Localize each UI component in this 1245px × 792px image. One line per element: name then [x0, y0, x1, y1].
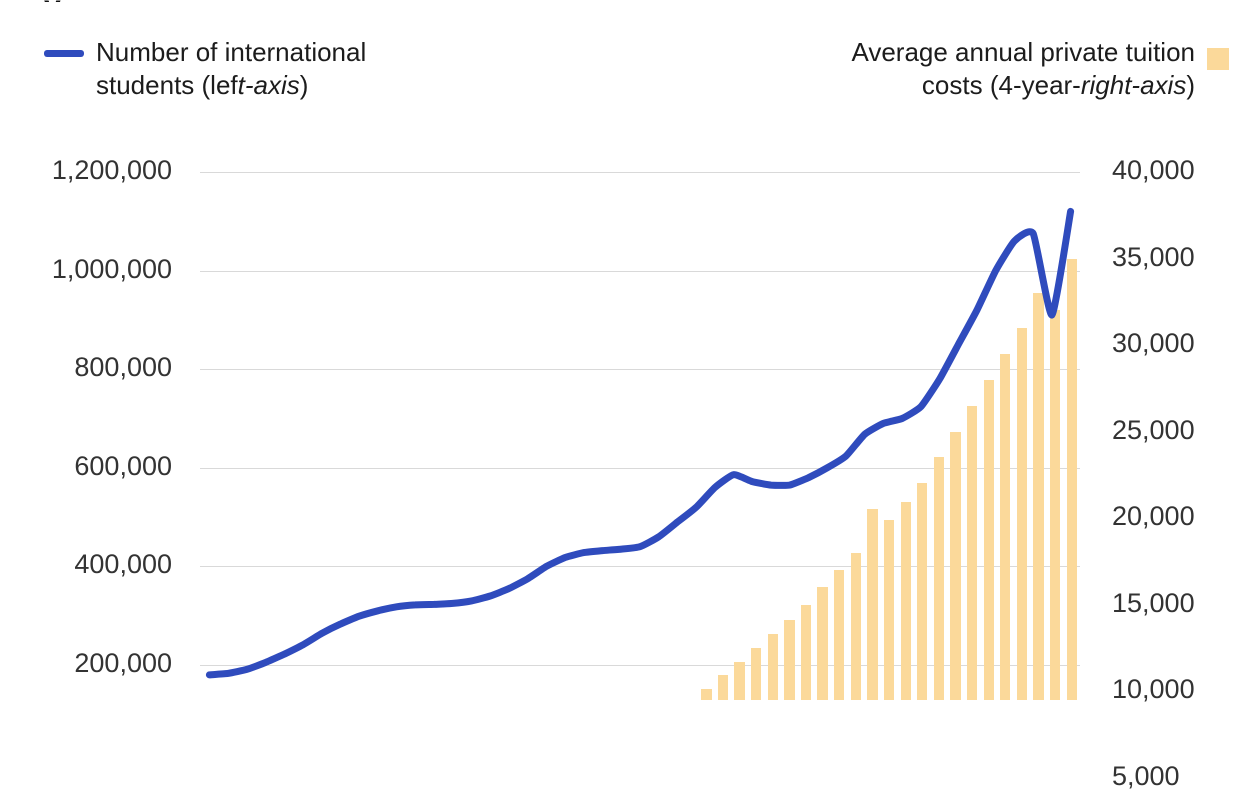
gridline	[200, 566, 1080, 568]
right-axis-tick-label: 20,000	[1112, 501, 1195, 531]
bar	[1000, 353, 1011, 700]
bar	[1033, 293, 1044, 700]
bar	[1066, 258, 1077, 700]
bar	[900, 502, 911, 700]
right-axis-tick-label: 40,000	[1112, 155, 1195, 185]
line-legend-swatch	[44, 50, 84, 57]
bar	[1016, 327, 1028, 700]
left-axis-tick-label: 1,200,000	[51, 155, 172, 185]
legend-bar-label-row1: Average annual private tuition	[851, 37, 1195, 67]
bar	[850, 552, 861, 700]
gridline	[200, 172, 1080, 173]
legend-item-line: Number of international students (left-a…	[44, 36, 366, 102]
bar	[834, 569, 845, 700]
legend-bar-label-row2-tail: )	[1186, 70, 1195, 100]
bar	[1049, 310, 1061, 700]
right-axis-tick-label: 30,000	[1112, 328, 1195, 358]
legend-bar-label-row2: costs (4-year-right-axis)	[851, 69, 1195, 102]
line-path	[205, 207, 1075, 679]
legend-line-label-row2: students (left-axis)	[96, 69, 366, 102]
bar	[767, 633, 778, 700]
line-series	[200, 172, 1080, 700]
bar	[751, 647, 762, 700]
chart-legend: Number of international students (left-a…	[0, 0, 1245, 120]
bar	[883, 519, 895, 700]
bar	[950, 431, 961, 700]
legend-item-bar: Average annual private tuition costs (4-…	[851, 36, 1229, 102]
legend-bar-label-row2-italic: right-axis	[1080, 70, 1187, 100]
page-title: y	[44, 0, 61, 2]
bar-series	[200, 172, 1080, 700]
legend-bar-label-row2-plain: costs (4-year-	[921, 70, 1081, 100]
right-axis-tick-label: 25,000	[1112, 414, 1195, 445]
gridline	[200, 665, 1080, 666]
right-axis: 40,000 35,000 30,000 25,000 20,000 15,000 10,0…	[1092, 0, 1242, 791]
bar	[966, 405, 978, 700]
bar	[800, 604, 812, 700]
gridline	[200, 270, 1080, 272]
legend-line-label-row2-italic: t-axis	[237, 70, 300, 100]
right-axis-tick-label: 5,000	[1112, 760, 1180, 791]
left-axis-tick-label: 200,000	[74, 648, 172, 678]
left-axis-tick-label: 400,000	[74, 549, 172, 580]
gridline	[200, 369, 1080, 371]
bar	[867, 509, 878, 700]
plot-area	[200, 172, 1080, 700]
left-axis-tick-label: 600,000	[74, 450, 172, 481]
bar-legend-swatch	[1207, 48, 1229, 70]
bar	[817, 587, 828, 700]
bar	[917, 483, 928, 700]
bar	[784, 620, 795, 700]
left-axis-tick-label: 1,000,000	[51, 253, 172, 284]
right-axis-tick-label: 15,000	[1112, 587, 1195, 618]
left-axis-tick-label: 800,000	[74, 352, 172, 383]
right-axis-tick-label: 35,000	[1112, 241, 1195, 272]
right-axis-tick-label: 10,000	[1112, 674, 1195, 704]
left-axis: 1,200,000 1,000,000 800,000 600,000 400,000 2…	[0, 0, 190, 700]
legend-line-label-row2-tail: )	[299, 70, 309, 100]
bar	[717, 675, 729, 700]
bar	[983, 379, 994, 700]
bar	[734, 661, 745, 700]
legend-line-label-row1: Number of international	[96, 37, 367, 67]
legend-item-line-label: Number of international students (left-a…	[96, 36, 366, 102]
bar	[933, 457, 944, 700]
gridline	[200, 467, 1080, 469]
legend-item-bar-label: Average annual private tuition costs (4-…	[851, 36, 1195, 102]
bar	[701, 689, 712, 700]
legend-line-label-row2-plain: students (lef	[96, 70, 238, 100]
line-series-svg	[205, 207, 1075, 679]
